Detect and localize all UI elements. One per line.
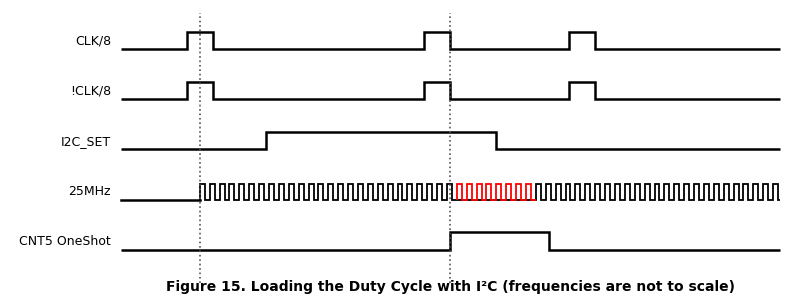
Text: Figure 15. Loading the Duty Cycle with I²C (frequencies are not to scale): Figure 15. Loading the Duty Cycle with I…: [166, 280, 734, 294]
Text: CNT5 OneShot: CNT5 OneShot: [19, 235, 111, 248]
Text: 25MHz: 25MHz: [68, 185, 111, 198]
Text: !CLK/8: !CLK/8: [70, 85, 111, 98]
Text: I2C_SET: I2C_SET: [61, 135, 111, 148]
Text: CLK/8: CLK/8: [74, 35, 111, 48]
